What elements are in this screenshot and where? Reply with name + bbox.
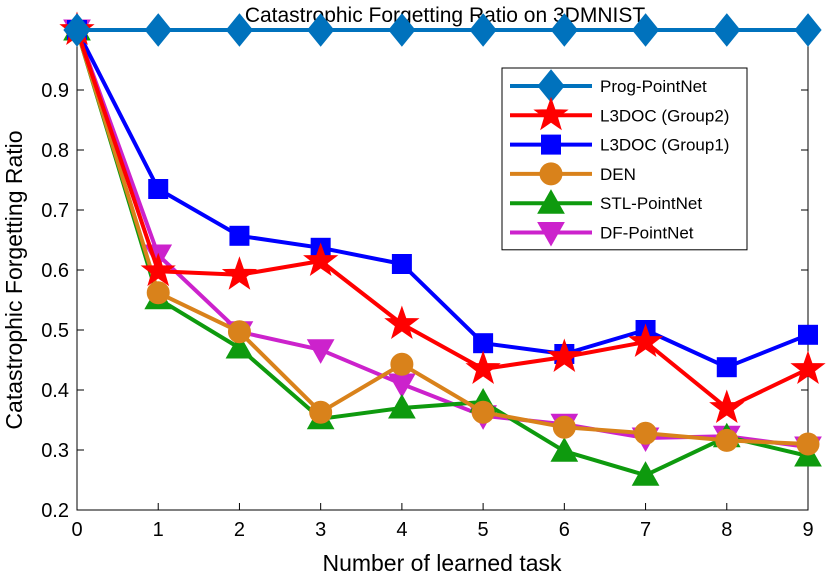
x-tick-label: 7	[640, 519, 651, 541]
data-point	[148, 179, 169, 199]
data-point	[225, 13, 254, 47]
legend-entry: STL-PointNet	[510, 189, 702, 214]
legend-entry: L3DOC (Group1)	[510, 134, 729, 155]
x-tick-label: 2	[234, 519, 245, 541]
y-tick-label: 0.3	[41, 440, 69, 462]
data-point	[146, 281, 170, 305]
data-point	[546, 338, 582, 372]
y-axis-label: Catastrophic Forgetting Ratio	[1, 130, 27, 429]
data-point	[465, 350, 501, 384]
data-point	[306, 339, 335, 364]
data-point	[631, 461, 660, 486]
legend-entry: DF-PointNet	[510, 222, 694, 247]
x-axis-label: Number of learned task	[322, 550, 562, 576]
y-tick-label: 0.5	[41, 320, 69, 342]
y-tick-label: 0.6	[41, 260, 69, 282]
data-point	[384, 305, 420, 339]
data-point	[713, 13, 741, 47]
legend-label: DEN	[600, 165, 636, 184]
legend-marker	[537, 189, 565, 214]
data-point	[627, 323, 664, 357]
x-tick-label: 0	[71, 519, 82, 541]
legend-entry: DEN	[510, 162, 636, 186]
data-point	[709, 389, 745, 423]
legend-box	[501, 67, 748, 251]
legend-label: STL-PointNet	[600, 194, 702, 213]
legend-marker	[533, 96, 569, 131]
y-tick-label: 0.8	[41, 140, 69, 162]
data-point	[391, 254, 412, 274]
data-point	[303, 242, 339, 276]
series-l3doc-group2	[59, 11, 826, 423]
series-line	[75, 29, 809, 478]
x-tick-label: 1	[153, 519, 164, 541]
legend-marker	[541, 134, 561, 155]
legend-label: DF-PointNet	[600, 224, 694, 243]
data-point	[307, 13, 335, 47]
x-tick-label: 9	[802, 519, 813, 541]
legend-marker	[539, 162, 563, 186]
data-point	[794, 13, 822, 47]
data-point	[390, 352, 414, 376]
y-tick-label: 0.9	[41, 80, 69, 102]
data-point	[715, 428, 739, 452]
data-point	[471, 400, 495, 424]
x-tick-label: 5	[478, 519, 489, 541]
data-point	[631, 13, 660, 47]
legend-entry: Prog-PointNet	[510, 69, 707, 103]
axes: 0 1 2 3 4 5 6 7 8 9 0.2 0.3 0.4 0.5 0.6 0.7 0.8 0.9	[41, 30, 814, 541]
series-prog-pointnet	[63, 13, 822, 47]
series-den	[65, 18, 820, 456]
data-point	[469, 13, 497, 47]
data-point	[63, 13, 91, 47]
data-point	[309, 400, 333, 424]
series-line	[75, 29, 809, 410]
series-line	[75, 29, 809, 446]
data-point	[790, 350, 826, 384]
data-point	[388, 13, 416, 47]
y-tick-label: 0.4	[41, 380, 69, 402]
x-tick-label: 8	[721, 519, 732, 541]
legend-label: Prog-PointNet	[600, 77, 707, 96]
legend-entry: L3DOC (Group2)	[510, 96, 729, 131]
legend-label: L3DOC (Group1)	[600, 136, 729, 155]
data-point	[550, 13, 578, 47]
data-point	[140, 252, 176, 287]
data-point	[229, 225, 250, 246]
legend: Prog-PointNet L3DOC (Group2) L3DOC (Group1…	[501, 67, 748, 251]
series-layer	[59, 11, 826, 486]
chart-title: Catastrophic Forgetting Ratio on 3DMNIST	[245, 4, 646, 27]
data-point	[716, 357, 737, 378]
legend-label: L3DOC (Group2)	[600, 106, 729, 125]
x-tick-label: 6	[559, 519, 570, 541]
data-point	[473, 333, 494, 354]
y-tick-label: 0.7	[41, 200, 69, 222]
x-tick-label: 4	[396, 519, 407, 541]
y-tick-label: 0.2	[41, 500, 69, 522]
data-point	[796, 432, 820, 456]
data-point	[144, 13, 172, 47]
series-line	[75, 29, 809, 370]
data-point	[221, 256, 258, 290]
x-tick-label: 3	[315, 519, 326, 541]
legend-marker	[537, 222, 565, 247]
data-point	[227, 320, 251, 344]
data-point	[552, 415, 576, 439]
data-point	[225, 333, 254, 359]
data-point	[388, 393, 416, 419]
data-point	[634, 421, 658, 445]
data-point	[550, 437, 579, 462]
data-point	[798, 324, 818, 345]
